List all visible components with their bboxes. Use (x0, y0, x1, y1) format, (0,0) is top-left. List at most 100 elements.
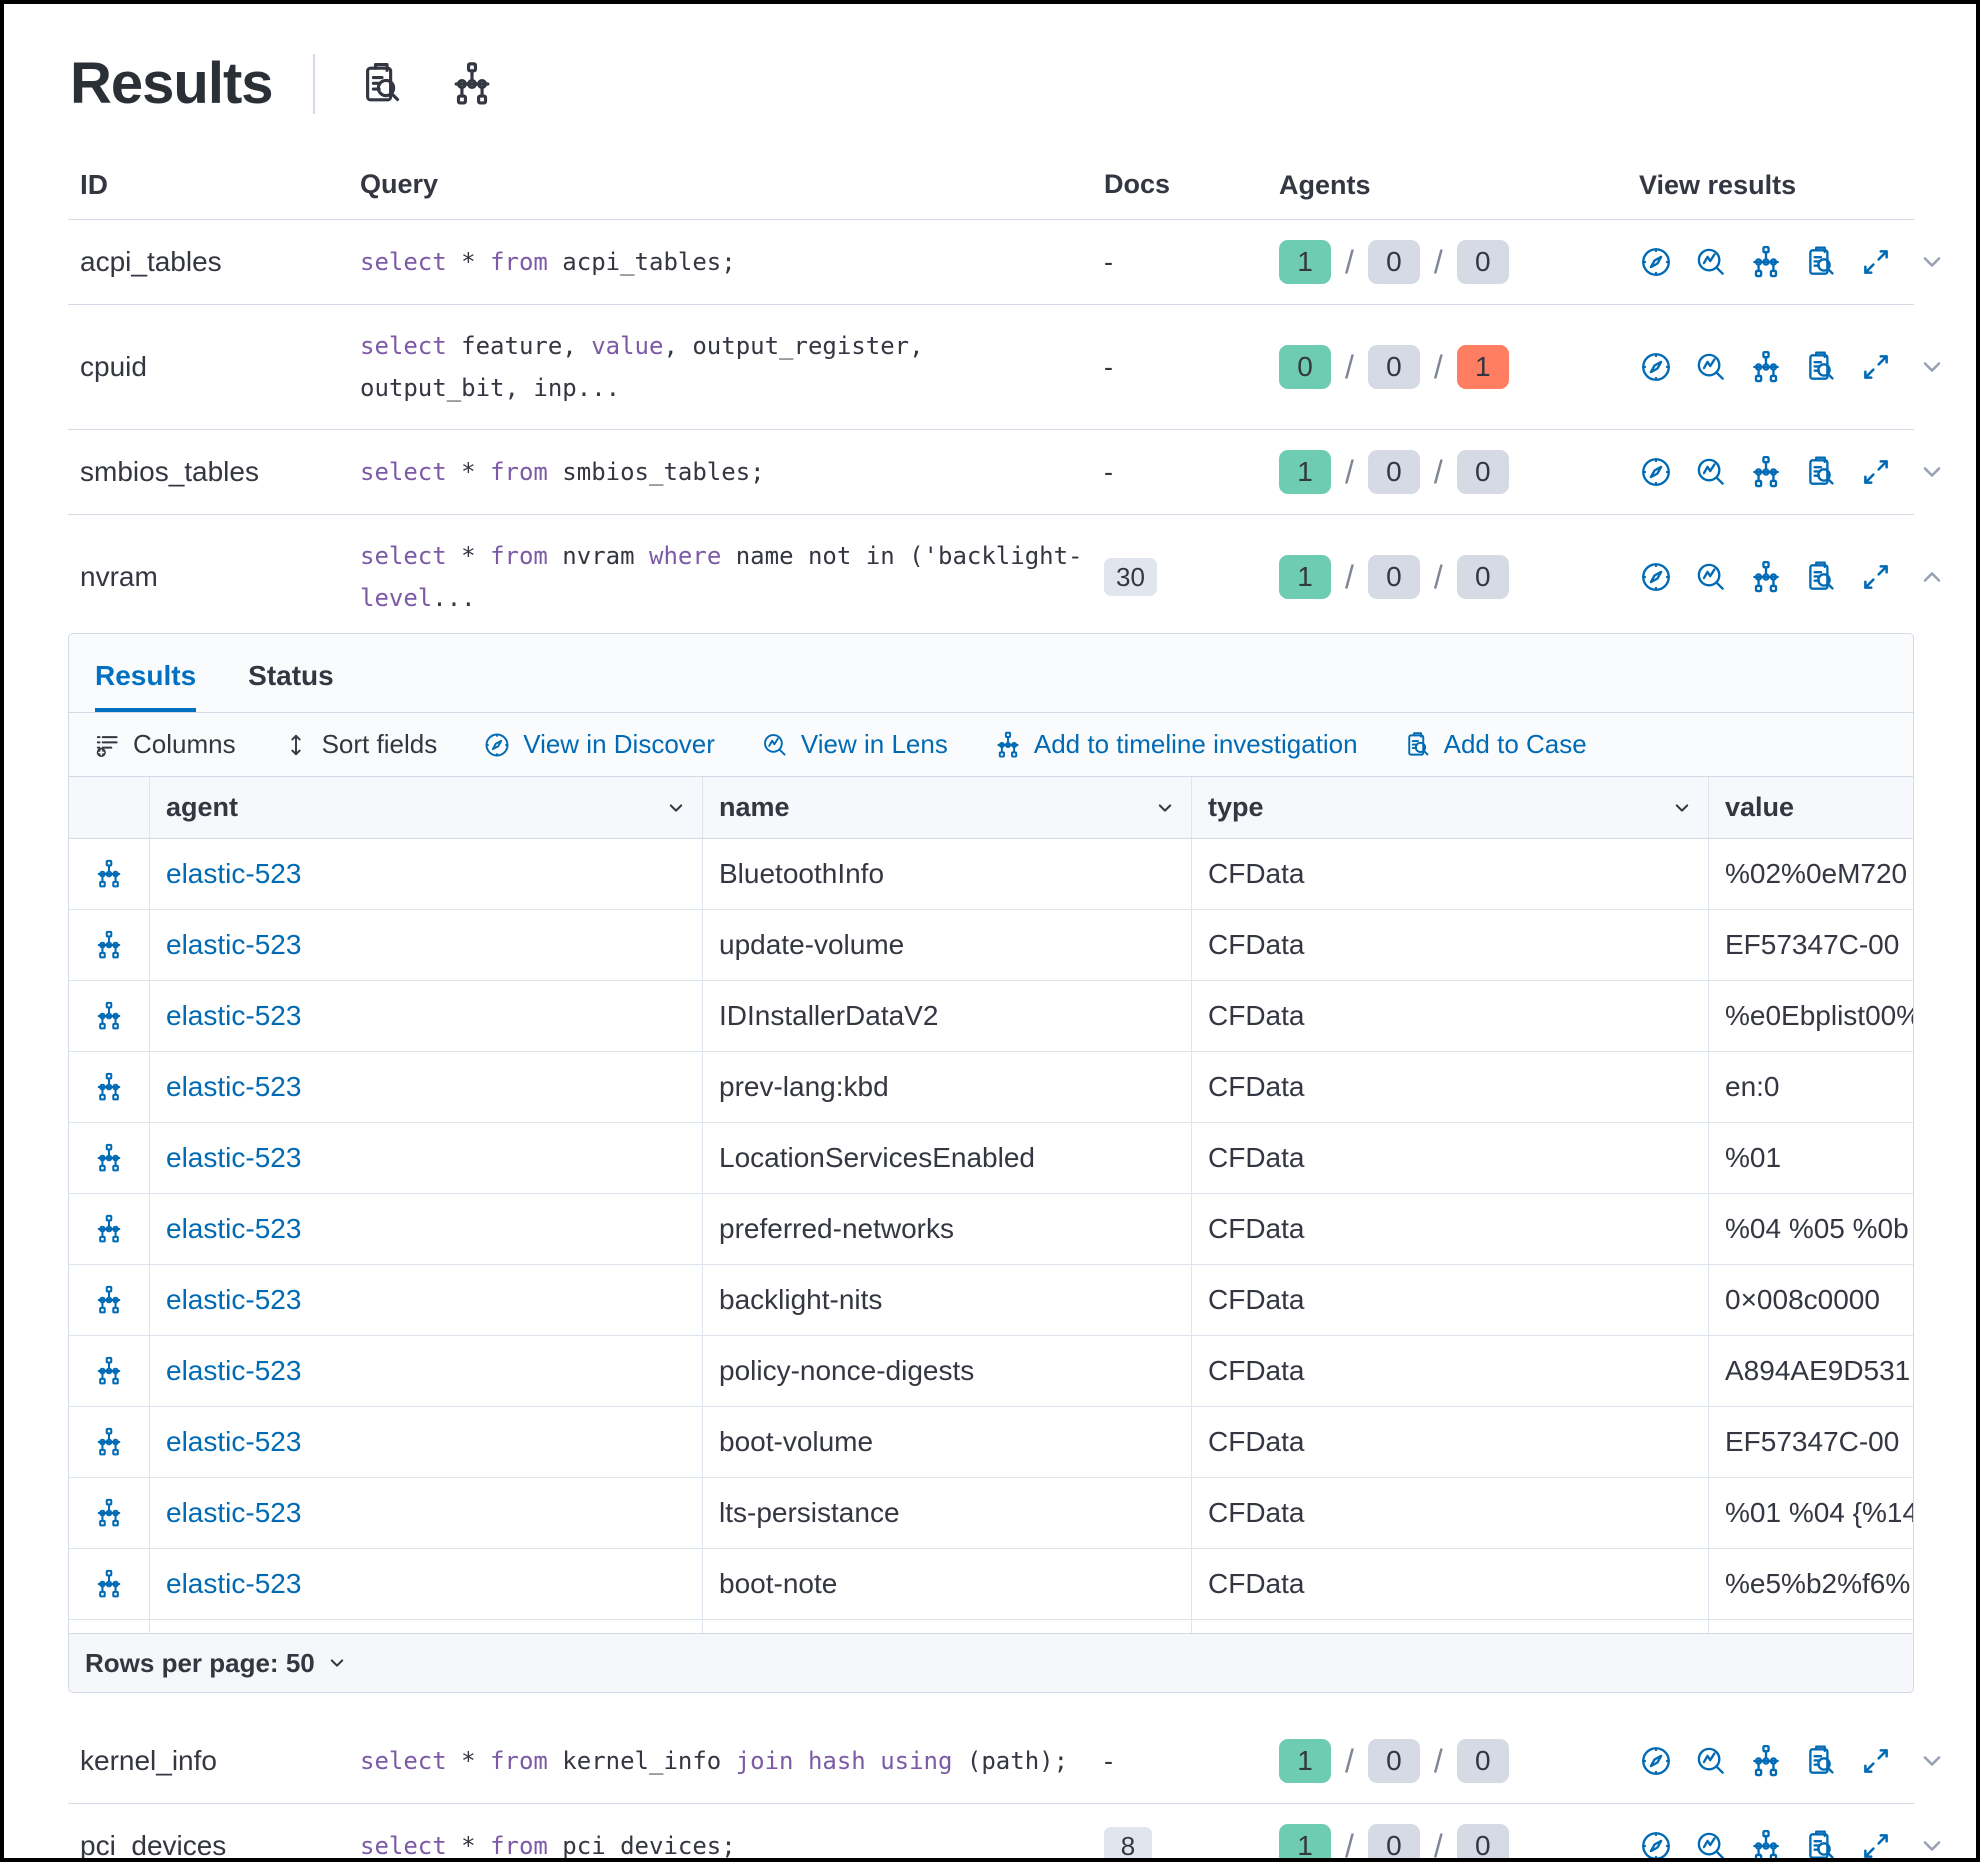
query-id: pci_devices (80, 1830, 227, 1861)
add-to-timeline-icon[interactable] (94, 1498, 124, 1528)
expand-row-icon[interactable] (1916, 1830, 1948, 1858)
row-control-cell (69, 1194, 150, 1264)
chevron-down-icon[interactable] (664, 796, 688, 820)
case-icon[interactable] (1804, 1829, 1838, 1858)
add-to-timeline-icon[interactable] (94, 859, 124, 889)
add-to-timeline-icon[interactable] (94, 1072, 124, 1102)
expand-icon[interactable] (1859, 1744, 1893, 1778)
grid-header-value-label: value (1725, 792, 1795, 822)
view-results-cell (1635, 350, 1948, 384)
add-to-timeline-icon[interactable] (94, 1143, 124, 1173)
chevron-down-icon[interactable] (1153, 796, 1177, 820)
timeline-icon[interactable] (1749, 245, 1783, 279)
sort-fields-button[interactable]: Sort fields (282, 729, 437, 760)
grid-header-agent[interactable]: agent (150, 777, 703, 838)
agents-separator: / (1345, 243, 1354, 280)
query-id: smbios_tables (80, 456, 259, 487)
timeline-icon[interactable] (1749, 1829, 1783, 1858)
columns-button[interactable]: Columns (93, 729, 236, 760)
inspect-icon[interactable] (359, 61, 405, 107)
column-header-id: ID (80, 169, 108, 200)
query-id: kernel_info (80, 1745, 217, 1776)
agents-separator: / (1433, 1827, 1443, 1862)
expand-icon[interactable] (1859, 560, 1893, 594)
timeline-icon[interactable] (1749, 455, 1783, 489)
agent-link[interactable]: elastic-523 (166, 1497, 302, 1528)
agent-link[interactable]: elastic-523 (166, 1142, 302, 1173)
agents-separator: / (1345, 558, 1354, 595)
lens-icon[interactable] (1694, 1829, 1728, 1858)
collapse-row-icon[interactable] (1916, 561, 1948, 593)
discover-icon[interactable] (1639, 455, 1673, 489)
view-in-discover-link[interactable]: View in Discover (483, 729, 715, 760)
discover-icon[interactable] (1639, 245, 1673, 279)
row-control-cell (69, 1336, 150, 1406)
grid-row: elastic-523 LocationServicesEnabled CFData… (69, 1123, 1913, 1194)
expand-icon[interactable] (1859, 245, 1893, 279)
discover-icon[interactable] (1639, 1744, 1673, 1778)
queries-rows: acpi_tables select * from acpi_tables; - 1 /… (68, 220, 1941, 1862)
value-cell: %01 (1725, 1142, 1782, 1173)
agent-link[interactable]: elastic-523 (166, 929, 302, 960)
grid-footer: Rows per page: 50 (69, 1634, 1913, 1692)
expand-icon[interactable] (1859, 1829, 1893, 1858)
value-cell: EF57347C-00 (1725, 1426, 1900, 1457)
lens-icon[interactable] (1694, 560, 1728, 594)
grid-header-name[interactable]: name (703, 777, 1192, 838)
add-to-timeline-icon[interactable] (94, 1569, 124, 1599)
add-to-timeline-link[interactable]: Add to timeline investigation (994, 729, 1358, 760)
agent-link[interactable]: elastic-523 (166, 1213, 302, 1244)
expand-row-icon[interactable] (1916, 351, 1948, 383)
chevron-down-icon[interactable] (1670, 796, 1694, 820)
grid-header-control (69, 777, 150, 838)
title-divider (312, 53, 315, 114)
add-to-case-link[interactable]: Add to Case (1404, 729, 1587, 760)
lens-icon[interactable] (1694, 1744, 1728, 1778)
lens-icon[interactable] (1694, 455, 1728, 489)
timeline-icon[interactable] (1749, 560, 1783, 594)
agent-link[interactable]: elastic-523 (166, 1000, 302, 1031)
discover-icon[interactable] (1639, 560, 1673, 594)
add-to-timeline-icon[interactable] (94, 1356, 124, 1386)
add-to-timeline-icon[interactable] (94, 1214, 124, 1244)
expand-icon[interactable] (1859, 350, 1893, 384)
row-control-cell (69, 1549, 150, 1619)
add-to-timeline-icon[interactable] (94, 1427, 124, 1457)
add-to-timeline-icon[interactable] (94, 930, 124, 960)
agent-link[interactable]: elastic-523 (166, 1284, 302, 1315)
lens-icon[interactable] (1694, 350, 1728, 384)
expand-icon[interactable] (1859, 455, 1893, 489)
timeline-icon[interactable] (449, 61, 495, 107)
timeline-icon[interactable] (1749, 350, 1783, 384)
add-to-timeline-icon[interactable] (94, 1285, 124, 1315)
case-icon[interactable] (1804, 560, 1838, 594)
lens-icon[interactable] (1694, 245, 1728, 279)
tab-status[interactable]: Status (248, 660, 334, 691)
case-icon[interactable] (1804, 1744, 1838, 1778)
expand-row-icon[interactable] (1916, 1745, 1948, 1777)
tab-results[interactable]: Results (95, 660, 197, 712)
case-icon[interactable] (1804, 455, 1838, 489)
case-icon[interactable] (1804, 350, 1838, 384)
agent-link[interactable]: elastic-523 (166, 1426, 302, 1457)
row-control-cell (69, 1407, 150, 1477)
expand-row-icon[interactable] (1916, 246, 1948, 278)
case-icon[interactable] (1804, 245, 1838, 279)
add-to-timeline-icon[interactable] (94, 1001, 124, 1031)
agent-link[interactable]: elastic-523 (166, 858, 302, 889)
agent-link[interactable]: elastic-523 (166, 1071, 302, 1102)
query-row-pci_devices: pci_devices select * from pci_devices; 8 1 /… (68, 1804, 1941, 1862)
expand-row-icon[interactable] (1916, 456, 1948, 488)
view-results-cell (1635, 245, 1948, 279)
timeline-icon[interactable] (1749, 1744, 1783, 1778)
view-in-lens-link[interactable]: View in Lens (761, 729, 948, 760)
discover-icon[interactable] (1639, 350, 1673, 384)
grid-header-type[interactable]: type (1192, 777, 1709, 838)
rows-per-page-selector[interactable]: Rows per page: 50 (85, 1648, 349, 1679)
discover-icon[interactable] (1639, 1829, 1673, 1858)
agent-link[interactable]: elastic-523 (166, 1568, 302, 1599)
query-id: cpuid (80, 351, 147, 382)
value-cell: %01 %04 {%14 (1725, 1497, 1913, 1528)
grid-header-value[interactable]: value (1709, 777, 1913, 838)
agent-link[interactable]: elastic-523 (166, 1355, 302, 1386)
